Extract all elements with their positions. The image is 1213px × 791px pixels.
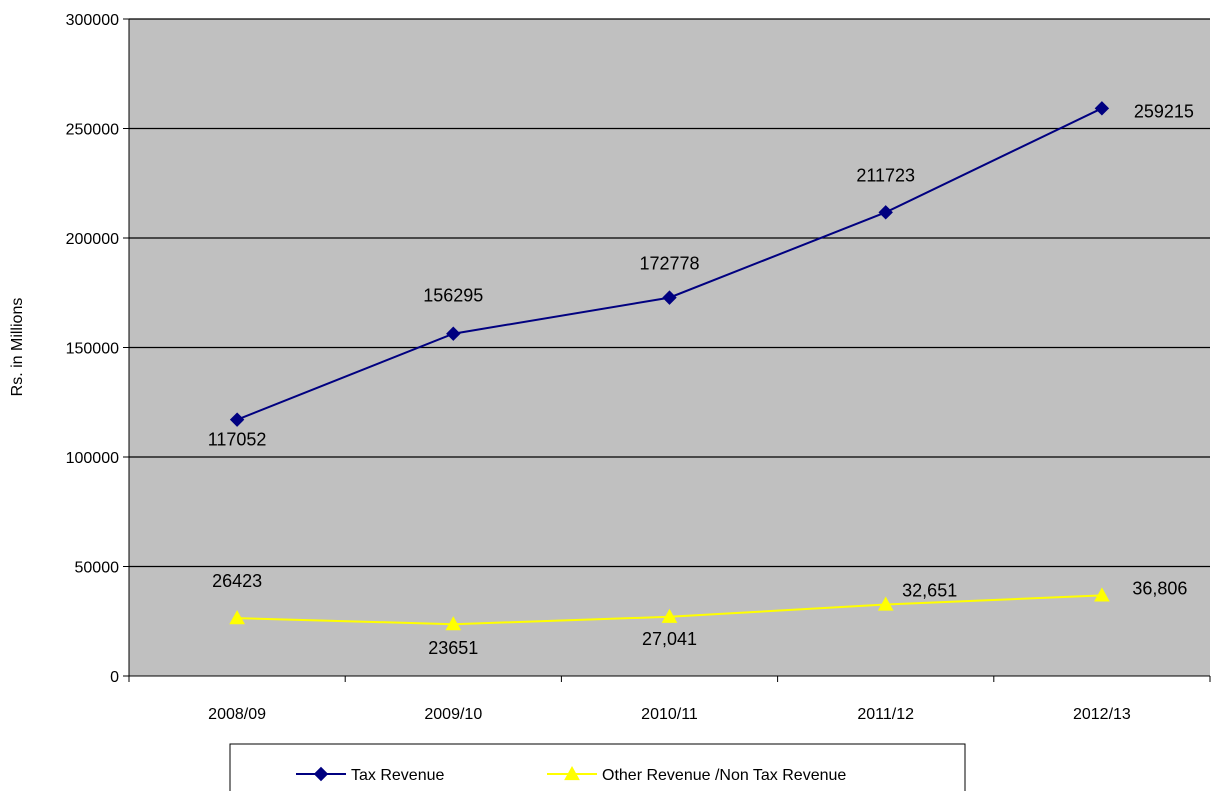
legend-label: Other Revenue /Non Tax Revenue <box>602 767 846 784</box>
data-point <box>229 610 245 625</box>
y-tick-label: 100000 <box>66 450 119 467</box>
x-tick-label: 2008/09 <box>208 706 266 723</box>
x-tick-label: 2009/10 <box>424 706 482 723</box>
gridlines <box>129 18 1210 568</box>
legend-label: Tax Revenue <box>351 767 444 784</box>
data-label: 32,651 <box>902 580 957 600</box>
y-tick-label: 0 <box>110 669 119 686</box>
data-point <box>662 290 677 305</box>
x-tick-label: 2012/13 <box>1073 706 1131 723</box>
data-label: 156295 <box>423 286 483 306</box>
x-tick-label: 2010/11 <box>641 706 698 723</box>
data-label: 211723 <box>856 165 915 185</box>
data-point <box>661 608 678 623</box>
data-label: 36,806 <box>1132 578 1187 598</box>
data-labels: 117052 156295 172778 211723 259215 26423 23651… <box>208 101 1194 658</box>
data-point <box>229 412 245 427</box>
data-label: 172778 <box>639 254 699 274</box>
legend: Tax Revenue Other Revenue /Non Tax Revenu… <box>229 743 966 791</box>
data-label: 117052 <box>208 430 267 450</box>
y-tick-label: 50000 <box>75 560 120 577</box>
y-tick-label: 250000 <box>66 122 119 139</box>
legend-box <box>229 743 966 791</box>
y-axis-title: Rs. in Millions <box>9 298 26 397</box>
y-tick-label: 150000 <box>66 341 119 358</box>
y-tick-label: 300000 <box>66 12 119 29</box>
series <box>229 101 1110 631</box>
y-tick-labels: 0 50000 100000 150000 200000 250000 300000 <box>66 12 119 686</box>
data-point <box>877 596 894 611</box>
x-tick-labels: 2008/09 2009/10 2010/11 2011/12 2012/13 <box>208 706 1131 723</box>
data-label: 27,041 <box>642 629 697 649</box>
data-label: 23651 <box>428 638 478 658</box>
axes <box>123 18 1211 682</box>
data-point <box>1094 101 1110 116</box>
legend-marker <box>313 766 329 782</box>
data-point <box>1094 587 1110 602</box>
data-point <box>878 205 893 220</box>
legend-marker <box>564 765 580 781</box>
data-label: 26423 <box>212 571 262 591</box>
data-point <box>445 616 462 631</box>
data-point <box>446 326 461 341</box>
data-label: 259215 <box>1134 101 1194 121</box>
y-tick-label: 200000 <box>66 231 119 248</box>
x-tick-label: 2011/12 <box>857 706 914 723</box>
